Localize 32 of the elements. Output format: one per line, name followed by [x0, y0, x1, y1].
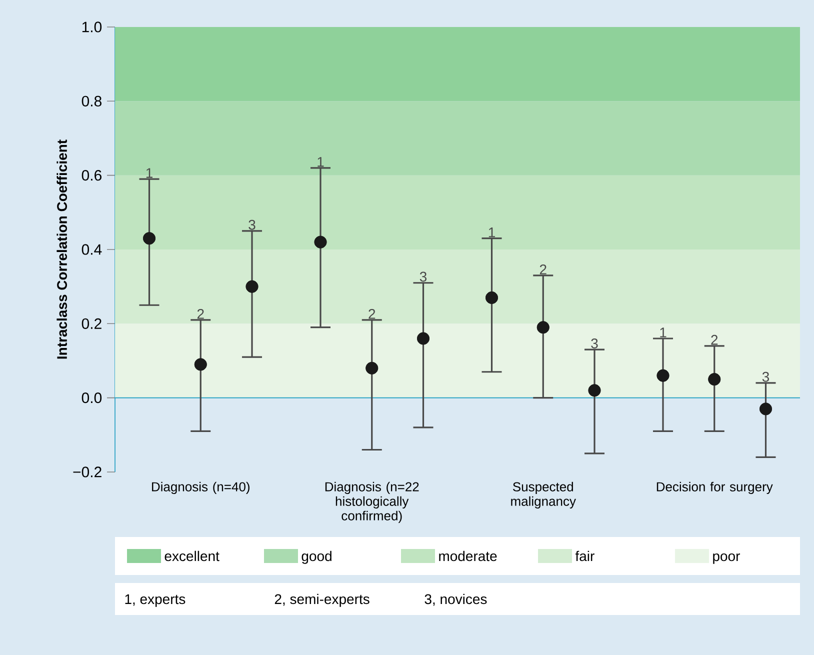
text: 1	[318, 157, 324, 167]
text: 2	[711, 334, 718, 345]
x-tick-label: Decision for surgery	[656, 482, 773, 494]
text: 1, experts	[125, 594, 186, 607]
text: 2	[368, 308, 376, 319]
legend-label: moderate	[439, 550, 497, 562]
text: 1	[660, 328, 666, 338]
text: 1	[488, 228, 495, 238]
series-label: 3	[762, 372, 770, 382]
text: 2, semi-experts	[274, 594, 370, 607]
y-tick-label: −0.2	[73, 466, 102, 478]
text: 3	[591, 338, 598, 348]
text: 3	[248, 220, 256, 230]
y-tick-label: 0.2	[82, 318, 102, 329]
y-tick-label: 0.8	[82, 96, 102, 106]
y-tick-label: 0.4	[82, 244, 102, 255]
y-axis-title: Intraclass Correlation Coefficient	[56, 140, 67, 359]
text: 1	[146, 168, 152, 178]
text: 2	[540, 264, 546, 274]
text: 2	[197, 308, 204, 319]
y-tick-label: 1.0	[82, 22, 102, 32]
y-tick-label: 0.0	[82, 392, 102, 404]
text: 3	[420, 272, 427, 282]
legend-label: fair	[575, 550, 594, 562]
x-tick-label: Diagnosis (n=22 histologically confirmed)	[325, 482, 419, 523]
legend-label: good	[302, 550, 332, 564]
x-tick-label: Diagnosis (n=40)	[152, 482, 250, 494]
text: 3, novices	[424, 594, 487, 606]
y-tick-label: 0.6	[82, 170, 102, 181]
legend-label: excellent	[164, 550, 220, 562]
legend-label: poor	[713, 553, 740, 564]
x-tick-label: Suspected malignancy	[511, 482, 576, 508]
